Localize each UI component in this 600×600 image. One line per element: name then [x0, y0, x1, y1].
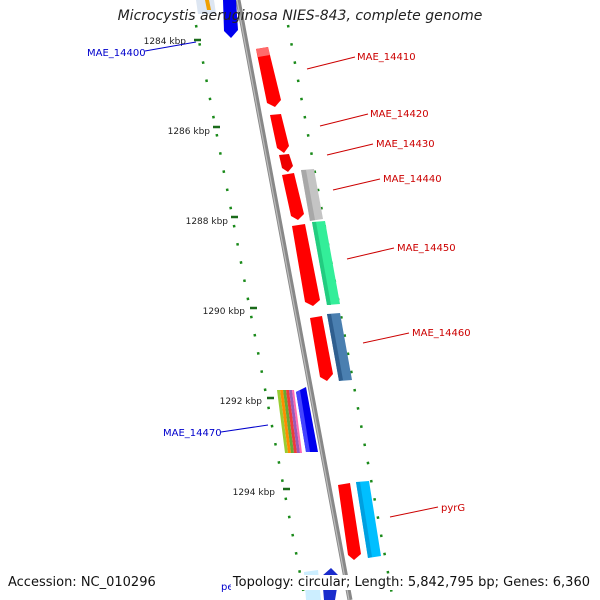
leader-mae-14460 [362, 332, 410, 344]
gene-mae-14410-feature[interactable] [256, 47, 281, 107]
leader-mae-14430 [326, 143, 374, 156]
scale-label-1292: 1292 kbp [220, 397, 263, 407]
gene-label-mae-14410[interactable]: MAE_14410 [357, 52, 416, 63]
gene-mae-14400-feature[interactable] [223, 0, 238, 38]
scale-label-1286: 1286 kbp [168, 127, 211, 137]
gene-green-shade [312, 222, 331, 305]
gene-cyan-shade [356, 482, 372, 558]
scale-axis: 1284 kbp 1286 kbp 1288 kbp 1290 kbp 1292… [144, 37, 290, 498]
gene-mae-14470-shade [296, 390, 310, 452]
gene-label-mae-14450[interactable]: MAE_14450 [397, 243, 456, 254]
leader-mae-14470 [220, 424, 269, 433]
gene-steelblue-shade [327, 314, 343, 381]
gene-label-mae-14420[interactable]: MAE_14420 [370, 109, 429, 120]
leader-mae-14420 [319, 113, 369, 127]
gene-label-mae-14440[interactable]: MAE_14440 [383, 174, 442, 185]
gene-mae-14460-feature[interactable] [310, 316, 333, 381]
gene-label-mae-14430[interactable]: MAE_14430 [376, 139, 435, 150]
gene-top-pale-feature [196, 0, 216, 14]
scale-label-1288: 1288 kbp [186, 217, 229, 227]
scale-label-1284: 1284 kbp [144, 37, 187, 47]
gene-mae-14420-feature[interactable] [270, 114, 289, 153]
gene-mae-14410-shade [256, 47, 270, 57]
gene-top-orange-feature [205, 0, 211, 10]
gene-label-mae-14470[interactable]: MAE_14470 [163, 428, 222, 439]
gene-mae-14450-feature[interactable] [292, 224, 320, 306]
scale-label-1294: 1294 kbp [233, 488, 276, 498]
leader-pyrg [389, 506, 439, 518]
genome-title: Microcystis aeruginosa NIES-843, complet… [117, 8, 483, 24]
gene-label-mae-14460[interactable]: MAE_14460 [412, 328, 471, 339]
leader-lines [144, 41, 439, 587]
gene-grey-shade [301, 170, 315, 221]
gene-mae-14440-feature[interactable] [282, 173, 304, 220]
leader-mae-14450 [346, 247, 395, 260]
leader-mae-14410 [306, 56, 356, 70]
scale-label-1290: 1290 kbp [203, 307, 246, 317]
gene-mae-14470-stripes[interactable] [277, 390, 302, 453]
leader-mae-14400 [144, 41, 197, 52]
gene-label-mae-14400[interactable]: MAE_14400 [87, 48, 146, 59]
genome-backbone [235, 0, 353, 600]
gene-pyrg-feature[interactable] [338, 483, 361, 560]
leader-mae-14440 [332, 178, 381, 191]
gene-mae-14430-feature[interactable] [279, 154, 293, 172]
backbone-highlight [236, 0, 350, 600]
gene-label-pyrg[interactable]: pyrG [441, 503, 465, 514]
topology-text: Topology: circular; Length: 5,842,795 bp… [230, 575, 590, 590]
accession-text: Accession: NC_010296 [8, 575, 156, 590]
